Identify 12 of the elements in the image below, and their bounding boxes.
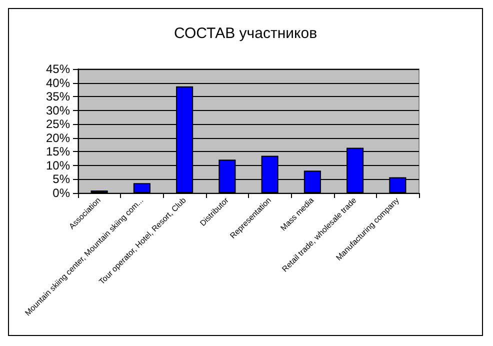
y-tick-label: 45%: [46, 62, 70, 76]
y-tick-label: 15%: [46, 144, 70, 159]
y-tick-label: 35%: [46, 90, 70, 104]
chart-title: СОСТАВ участников: [174, 25, 318, 42]
y-tick-label: 0%: [52, 186, 70, 200]
y-tick-label: 40%: [46, 76, 70, 90]
y-tick-label: 20%: [46, 130, 70, 145]
y-tick-label: 5%: [52, 172, 70, 186]
y-tick-label: 30%: [46, 103, 70, 118]
y-tick-label: 25%: [46, 117, 70, 132]
bar: [133, 183, 150, 193]
y-tick-label: 10%: [46, 158, 70, 172]
